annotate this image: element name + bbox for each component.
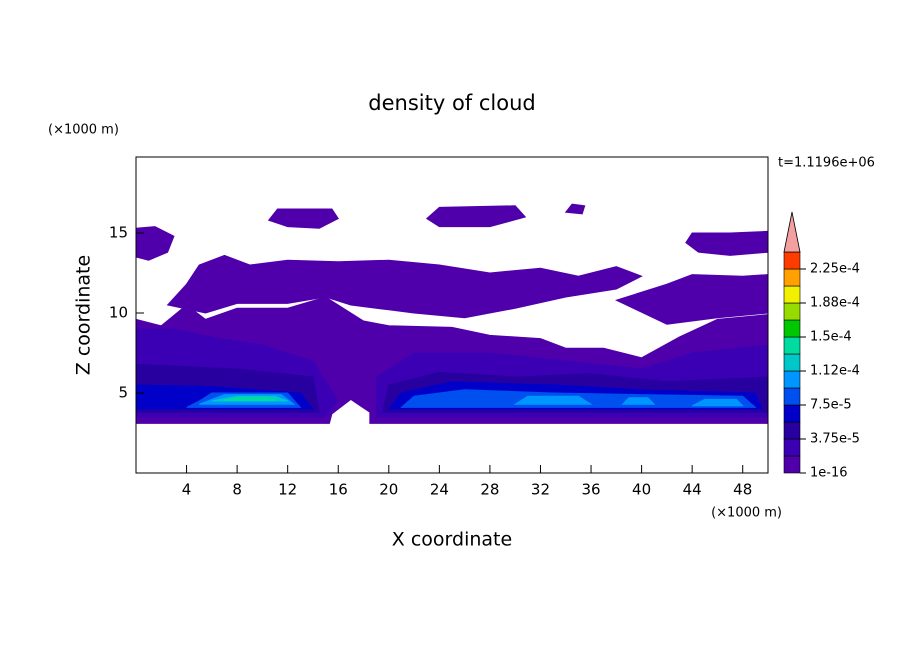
colorbar-tick-label: 1e-16 [810,466,848,481]
x-tick-label: 24 [430,481,449,499]
x-tick-label: 44 [683,481,702,499]
colorbar-band [783,336,801,355]
x-tick-label: 48 [733,481,752,499]
colorbar-tick-label: 1.5e-4 [810,330,852,345]
x-tick-label: 20 [379,481,398,499]
contour-region [425,205,527,228]
colorbar-band [783,268,801,287]
contour-region [224,397,276,401]
y-tick-label: 10 [109,304,128,322]
colorbar-band [783,387,801,406]
x-tick-label: 12 [278,481,297,499]
y-tick-label: 15 [109,224,128,242]
x-tick-label: 16 [329,481,348,499]
x-tick-label: 40 [632,481,651,499]
y-tick-label: 5 [118,384,128,402]
contour-region [564,203,586,215]
contour-region [614,274,768,325]
colorbar-band [783,455,801,474]
plot-frame [135,156,769,474]
contour-region [166,254,643,319]
contour-region [513,395,593,405]
contour-field [136,203,768,424]
colorbar-band [783,421,801,440]
colorbar-tick-label: 1.12e-4 [810,364,860,379]
colorbar-band [783,302,801,321]
contour-region [267,208,339,229]
x-tick-label: 4 [182,481,192,499]
colorbar-tick-label: 1.88e-4 [810,296,860,311]
y-unit: (×1000 m) [48,123,119,138]
colorbar-tick-label: 7.5e-5 [810,398,852,413]
x-unit: (×1000 m) [711,506,782,521]
x-tick-label: 36 [581,481,600,499]
x-tick-label: 28 [480,481,499,499]
colorbar-band [783,285,801,304]
contour-region [621,397,656,405]
colorbar-extend [783,211,801,253]
colorbar-band [783,404,801,423]
colorbar-tick-label: 2.25e-4 [810,262,860,277]
contour-region [691,398,744,407]
time-annotation: t=1.1196e+06 [778,156,875,171]
y-axis-label: Z coordinate [73,255,95,375]
contour-region [136,226,175,261]
colorbar-band [783,370,801,389]
chart-title: density of cloud [368,91,535,115]
colorbar-band [783,353,801,372]
colorbar-band [783,319,801,338]
x-tick-label: 8 [232,481,242,499]
contour-region [685,230,768,256]
colorbar-band [783,438,801,457]
colorbar-band [783,251,801,270]
colorbar-tick-label: 3.75e-5 [810,432,860,447]
x-axis-label: X coordinate [392,529,512,551]
x-tick-label: 32 [531,481,550,499]
